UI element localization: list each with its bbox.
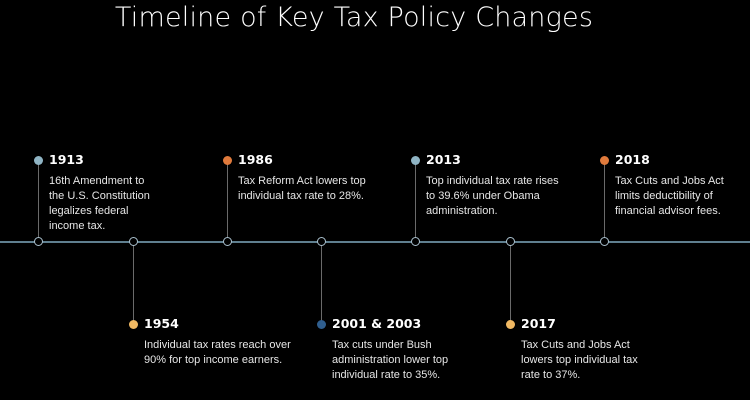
event-marker-dot bbox=[223, 156, 232, 165]
event-connector bbox=[604, 163, 605, 242]
event-connector bbox=[38, 163, 39, 242]
event-marker-dot bbox=[34, 156, 43, 165]
event-year: 1913 bbox=[49, 152, 84, 167]
event-marker-dot bbox=[317, 320, 326, 329]
event-description: Top individual tax rate rises to 39.6% u… bbox=[426, 175, 559, 217]
event-description: Tax Cuts and Jobs Act limits deductibili… bbox=[615, 175, 724, 217]
timeline-node bbox=[317, 237, 326, 246]
event-description: Individual tax rates reach over 90% for … bbox=[144, 339, 291, 366]
event-year: 2018 bbox=[615, 152, 650, 167]
event-description: 16th Amendment to the U.S. Constitution … bbox=[49, 175, 150, 232]
timeline-node bbox=[411, 237, 420, 246]
event-connector bbox=[227, 163, 228, 242]
page-title: Timeline of Key Tax Policy Changes bbox=[114, 2, 594, 33]
event-year: 1954 bbox=[144, 316, 179, 331]
event-year: 2001 & 2003 bbox=[332, 316, 422, 331]
timeline-node bbox=[34, 237, 43, 246]
event-marker-dot bbox=[411, 156, 420, 165]
event-year: 2017 bbox=[521, 316, 556, 331]
timeline-axis bbox=[0, 241, 750, 243]
timeline-node bbox=[129, 237, 138, 246]
event-connector bbox=[415, 163, 416, 242]
event-year: 1986 bbox=[238, 152, 273, 167]
event-marker-dot bbox=[506, 320, 515, 329]
event-description: Tax cuts under Bush administration lower… bbox=[332, 339, 449, 381]
event-connector bbox=[321, 243, 322, 323]
event-marker-dot bbox=[600, 156, 609, 165]
timeline-node bbox=[600, 237, 609, 246]
event-connector bbox=[510, 243, 511, 323]
event-description: Tax Cuts and Jobs Act lowers top individ… bbox=[521, 339, 638, 381]
event-description: Tax Reform Act lowers top individual tax… bbox=[238, 175, 366, 202]
event-marker-dot bbox=[129, 320, 138, 329]
timeline-node bbox=[506, 237, 515, 246]
event-connector bbox=[133, 243, 134, 323]
event-year: 2013 bbox=[426, 152, 461, 167]
timeline-node bbox=[223, 237, 232, 246]
